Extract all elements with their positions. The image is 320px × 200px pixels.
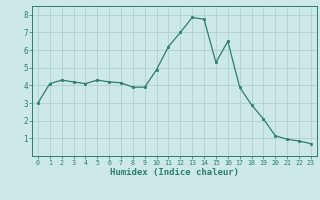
X-axis label: Humidex (Indice chaleur): Humidex (Indice chaleur) [110, 168, 239, 177]
